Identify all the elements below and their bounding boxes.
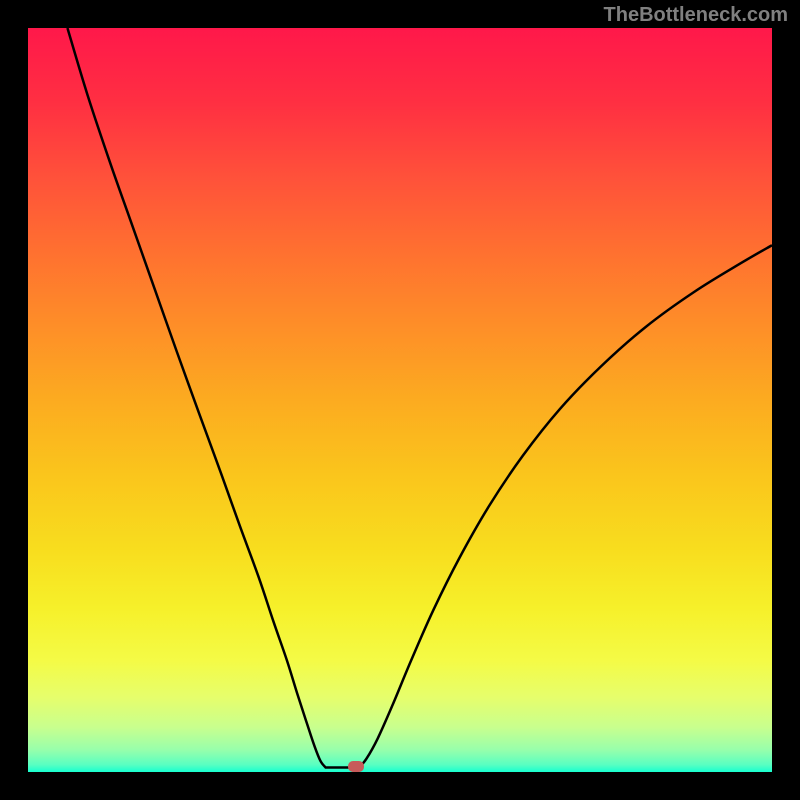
watermark-text: TheBottleneck.com [604,4,788,27]
bottleneck-curve [28,28,772,772]
minimum-marker [348,761,364,772]
chart-container: TheBottleneck.com [0,0,800,800]
plot-area [28,28,772,772]
